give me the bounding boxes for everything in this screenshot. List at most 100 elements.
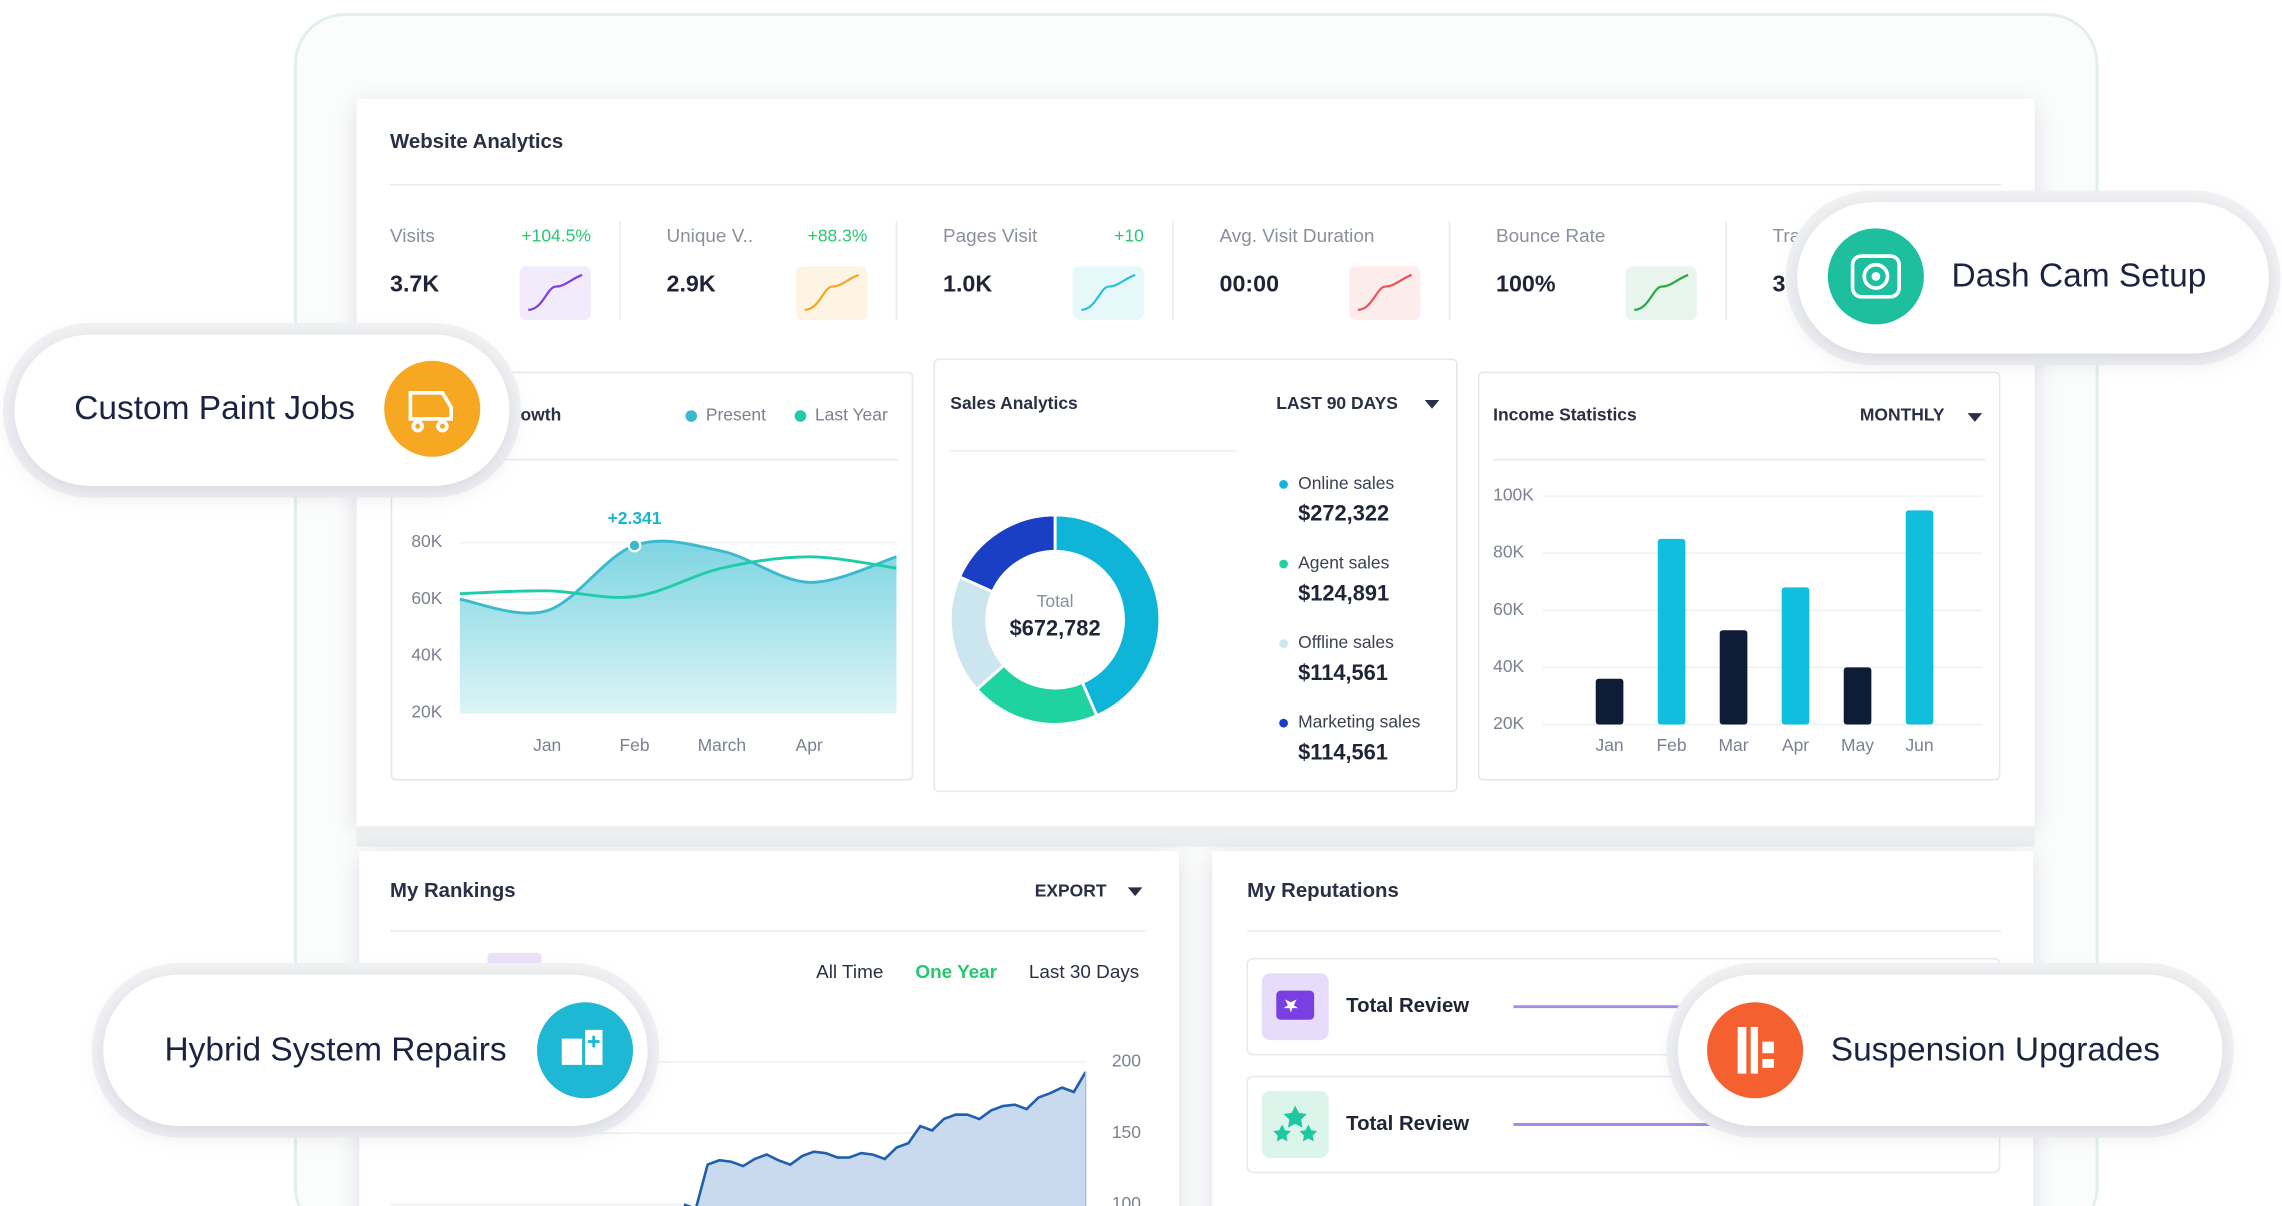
x-tick-label: Feb: [619, 735, 649, 755]
legend-dot: [1279, 559, 1288, 569]
sparkline-box: [1349, 266, 1421, 321]
review-label: Total Review: [1346, 1113, 1469, 1135]
y-tick-label: 40K: [411, 645, 442, 665]
badge-body: [1797, 202, 2269, 354]
legend-dot: [1279, 718, 1288, 728]
sparkline-box: [796, 266, 868, 321]
sparkline: [1081, 273, 1136, 311]
icon-glyph: [1871, 272, 1881, 281]
review-icon-glyph: [1283, 999, 1299, 1013]
export-button[interactable]: EXPORT: [1035, 880, 1107, 900]
caret[interactable]: [1424, 400, 1440, 409]
tab[interactable]: One Year: [915, 962, 997, 983]
badge-label: Dash Cam Setup: [1952, 258, 2207, 295]
stat-change: +10: [1114, 226, 1144, 246]
legend-label: Online sales: [1298, 473, 1394, 493]
donut-total: $672,782: [1010, 616, 1101, 641]
bar: [1719, 630, 1748, 725]
icon-glyph: [587, 1035, 600, 1048]
bar: [1595, 678, 1624, 725]
line: [459, 555, 897, 599]
x-tick-label: May: [1841, 735, 1874, 755]
line: [459, 539, 897, 615]
panel-title: Website Analytics: [390, 131, 563, 153]
annotation: +2.341: [608, 508, 662, 528]
legend-label: Present: [706, 405, 766, 425]
stat-value: 00:00: [1220, 270, 1280, 296]
legend-dot: [1279, 639, 1288, 648]
icon-glyph: [408, 390, 453, 433]
sales-filter[interactable]: LAST 90 DAYS: [1276, 393, 1398, 413]
badge: Custom Paint Jobs: [2, 322, 521, 498]
legend-dot: [685, 410, 698, 422]
legend-label: Marketing sales: [1298, 712, 1421, 732]
badge-body: [1677, 974, 2223, 1126]
icon-glyph: [1737, 1027, 1775, 1074]
legend-value: $114,561: [1298, 660, 1388, 685]
review-icon-glyph: [1276, 990, 1315, 1020]
rankings-title: My Rankings: [390, 880, 516, 902]
stat-label: Unique V..: [667, 226, 754, 247]
legend-label: Offline sales: [1298, 632, 1394, 652]
sales-title: Sales Analytics: [950, 393, 1077, 413]
sparkline-box: [1625, 266, 1697, 321]
legend-value: $114,561: [1298, 739, 1388, 764]
x-tick-label: Jan: [533, 735, 561, 755]
income-filter[interactable]: MONTHLY: [1860, 405, 1945, 425]
line: [683, 1071, 1087, 1206]
y-tick-label: 20K: [411, 701, 442, 721]
caret[interactable]: [1127, 887, 1143, 897]
caret[interactable]: [1967, 413, 1983, 422]
stat-value: 100%: [1496, 270, 1556, 296]
badge-label: Suspension Upgrades: [1831, 1032, 2160, 1069]
charts: 20K 40K 60K 80K Jan Feb March Apr Present Last Ye…: [390, 405, 1983, 1206]
y-tick-label: 80K: [1493, 542, 1524, 562]
sparkline-box: [1072, 266, 1144, 321]
x-tick-label: Jun: [1905, 735, 1933, 755]
y-tick-label: 40K: [1493, 656, 1524, 676]
tab[interactable]: Last 30 Days: [1029, 962, 1139, 983]
badge-label: Custom Paint Jobs: [74, 390, 355, 427]
legend-label: Last Year: [815, 405, 888, 425]
review-label: Total Review: [1346, 995, 1469, 1017]
stat-label: Avg. Visit Duration: [1220, 226, 1375, 247]
y-tick-label: 150: [1112, 1122, 1141, 1142]
legend-dot: [794, 410, 807, 422]
tab[interactable]: All Time: [816, 962, 883, 983]
badge-icon: [384, 360, 481, 457]
growth-title: rowth: [514, 405, 562, 425]
stat-change: +88.3%: [808, 226, 868, 246]
area: [459, 541, 897, 713]
stat-label: Visits: [390, 226, 435, 247]
x-tick-label: Apr: [1782, 735, 1809, 755]
sparkline-box: [519, 266, 591, 321]
donut-center-label: Total: [1037, 591, 1074, 611]
y-tick-label: 100K: [1493, 485, 1534, 505]
legend-value: $272,322: [1298, 501, 1389, 526]
badge-label: Hybrid System Repairs: [164, 1032, 506, 1069]
badge-body: [14, 334, 510, 486]
separator: [356, 826, 2035, 847]
bar: [1905, 510, 1934, 725]
stat-value: 2.9K: [667, 270, 716, 296]
stats: Visits +104.5% 3.7K Unique V.. +88.3% 2.9K Pag…: [390, 221, 1806, 321]
donut-segment: [1053, 513, 1162, 718]
sparkline: [1357, 273, 1413, 311]
y-tick-label: 200: [1112, 1051, 1141, 1071]
badge: Dash Cam Setup: [1785, 190, 2281, 366]
area: [683, 1071, 1086, 1206]
x-tick-label: Mar: [1719, 735, 1749, 755]
sales-card: [933, 358, 1458, 793]
sparkline: [528, 273, 583, 311]
icon-glyph: [1850, 254, 1901, 299]
y-tick-label: 60K: [411, 588, 442, 608]
x-tick-label: Jan: [1595, 735, 1623, 755]
badge: Hybrid System Repairs: [91, 963, 660, 1138]
x-tick-label: Apr: [796, 735, 823, 755]
legend-label: Agent sales: [1298, 553, 1389, 573]
stat-change: +104.5%: [521, 226, 590, 246]
y-tick-label: 60K: [1493, 599, 1524, 619]
stat-value: 3.7K: [390, 270, 439, 296]
bar: [1843, 667, 1872, 725]
